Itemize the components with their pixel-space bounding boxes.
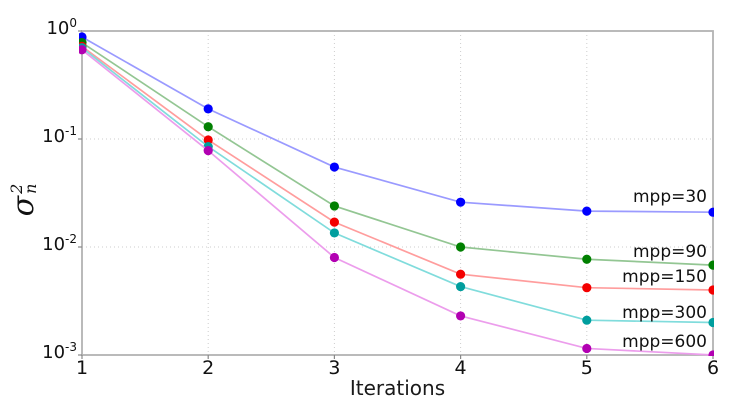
y-tick-label-1e-3: 10-3 — [42, 340, 77, 363]
series-line-mpp-300 — [81, 47, 714, 324]
data-point-mpp-90 — [329, 201, 339, 211]
series-label-mpp-300: mpp=300 — [622, 303, 707, 323]
y-tick-label-1e-1: 10-1 — [42, 124, 77, 147]
series-label-mpp-600: mpp=600 — [622, 332, 707, 352]
x-tick-label-6: 6 — [706, 357, 720, 379]
data-point-mpp-90 — [582, 254, 592, 264]
series-label-mpp-150: mpp=150 — [622, 267, 707, 287]
data-point-mpp-600 — [456, 311, 466, 321]
x-tick-label-5: 5 — [580, 357, 593, 379]
data-point-mpp-600 — [708, 350, 714, 356]
data-point-mpp-300 — [456, 281, 466, 292]
data-point-mpp-600 — [329, 252, 339, 263]
series-label-mpp-90: mpp=90 — [632, 242, 707, 262]
x-axis-label: Iterations — [349, 376, 446, 400]
data-point-mpp-30 — [708, 207, 714, 217]
data-point-mpp-90 — [203, 122, 213, 132]
series-line-mpp-150 — [81, 45, 714, 291]
series-line-mpp-600 — [81, 49, 714, 356]
data-point-mpp-150 — [329, 217, 339, 227]
data-point-mpp-150 — [203, 135, 213, 145]
series-group — [79, 32, 714, 356]
data-point-mpp-600 — [203, 146, 213, 156]
x-tick-label-4: 4 — [454, 357, 467, 379]
data-point-mpp-150 — [456, 269, 466, 279]
y-axis-label-base: σ — [6, 195, 41, 217]
data-point-mpp-90 — [456, 242, 466, 252]
data-point-mpp-150 — [582, 283, 592, 293]
data-point-mpp-30 — [456, 197, 466, 207]
data-point-mpp-300 — [582, 315, 592, 325]
data-point-mpp-30 — [582, 206, 592, 216]
series-line-mpp-30 — [81, 36, 714, 214]
y-axis-label-sub: n — [21, 183, 40, 194]
data-point-mpp-300 — [708, 317, 714, 328]
data-point-mpp-30 — [329, 162, 339, 172]
x-tick-label-2: 2 — [202, 357, 215, 379]
data-point-mpp-150 — [708, 285, 714, 295]
data-point-mpp-300 — [329, 228, 339, 238]
data-point-mpp-90 — [708, 260, 714, 270]
y-tick-label-1e0: 100 — [46, 16, 77, 39]
series-line-mpp-90 — [81, 41, 714, 266]
y-tick-label-1e-2: 10-2 — [42, 232, 77, 255]
series-label-mpp-30: mpp=30 — [632, 187, 707, 207]
data-point-mpp-30 — [203, 104, 213, 114]
plot-frame — [81, 30, 714, 356]
data-point-mpp-600 — [582, 343, 592, 354]
x-tick-label-3: 3 — [328, 357, 341, 379]
x-tick-label-1: 1 — [75, 357, 89, 379]
data-point-mpp-600 — [79, 45, 87, 55]
